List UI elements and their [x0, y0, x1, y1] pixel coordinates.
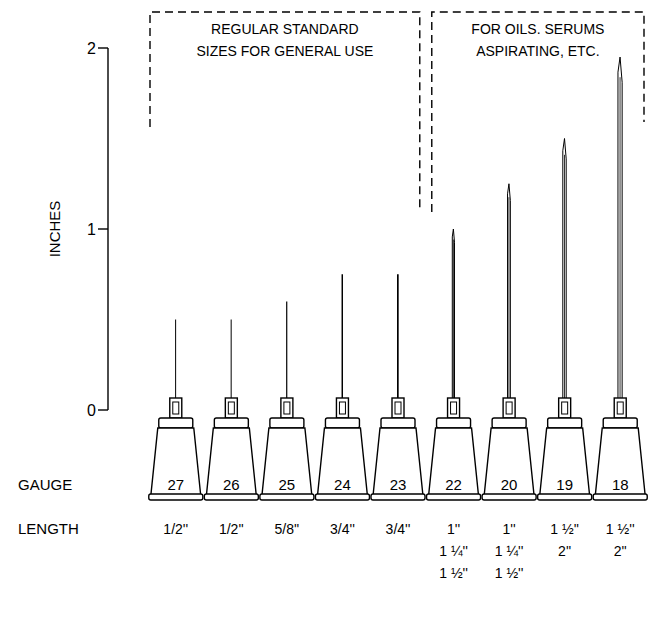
svg-text:1/2'': 1/2''	[219, 521, 244, 537]
svg-text:1 ½'': 1 ½''	[606, 521, 635, 537]
svg-text:1'': 1''	[447, 521, 460, 537]
svg-text:3/4'': 3/4''	[330, 521, 355, 537]
svg-text:1/2'': 1/2''	[163, 521, 188, 537]
svg-text:26: 26	[223, 476, 240, 493]
svg-text:25: 25	[279, 476, 296, 493]
svg-text:3/4'': 3/4''	[386, 521, 411, 537]
svg-text:2'': 2''	[614, 543, 627, 559]
svg-text:LENGTH: LENGTH	[18, 520, 79, 537]
svg-text:FOR OILS. SERUMS: FOR OILS. SERUMS	[471, 21, 604, 37]
svg-text:20: 20	[501, 476, 518, 493]
svg-text:REGULAR STANDARD: REGULAR STANDARD	[211, 21, 359, 37]
svg-text:1 ¼'': 1 ¼''	[439, 543, 468, 559]
svg-text:0: 0	[87, 402, 96, 419]
svg-text:SIZES FOR GENERAL USE: SIZES FOR GENERAL USE	[196, 43, 373, 59]
svg-text:1'': 1''	[503, 521, 516, 537]
svg-text:1 ½'': 1 ½''	[439, 565, 468, 581]
svg-text:1 ¼'': 1 ¼''	[495, 543, 524, 559]
svg-text:2: 2	[87, 40, 96, 57]
svg-text:1: 1	[87, 221, 96, 238]
svg-text:18: 18	[612, 476, 629, 493]
svg-text:23: 23	[390, 476, 407, 493]
svg-text:22: 22	[445, 476, 462, 493]
svg-text:1 ½'': 1 ½''	[495, 565, 524, 581]
svg-text:1 ½'': 1 ½''	[550, 521, 579, 537]
svg-text:2'': 2''	[558, 543, 571, 559]
svg-text:27: 27	[167, 476, 184, 493]
svg-text:19: 19	[556, 476, 573, 493]
svg-text:INCHES: INCHES	[46, 201, 63, 258]
svg-text:ASPIRATING, ETC.: ASPIRATING, ETC.	[476, 43, 599, 59]
svg-text:24: 24	[334, 476, 351, 493]
svg-text:GAUGE: GAUGE	[18, 476, 72, 493]
svg-text:5/8'': 5/8''	[274, 521, 299, 537]
